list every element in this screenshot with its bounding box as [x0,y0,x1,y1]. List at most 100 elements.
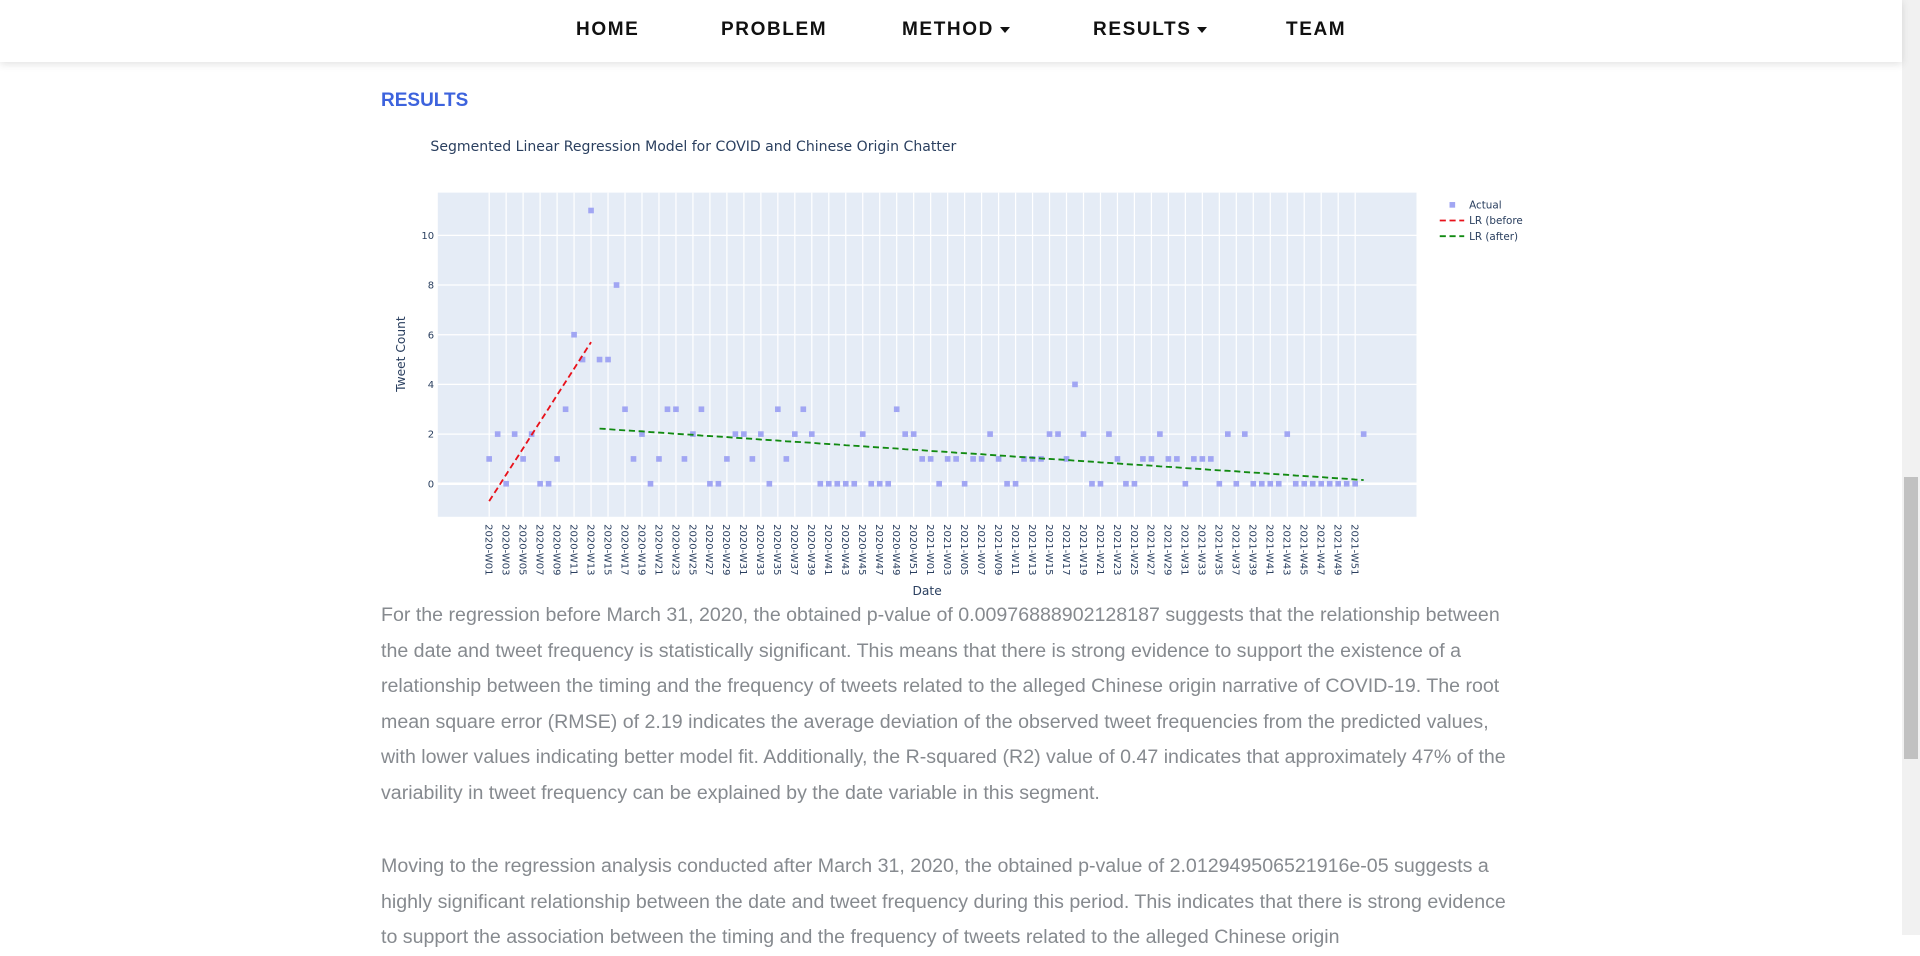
data-point [605,356,611,363]
nav-link[interactable]: METHOD [902,19,1010,41]
data-point [825,480,832,487]
data-point [1174,456,1180,462]
data-point [1199,456,1206,462]
y-tick-label: 8 [428,281,434,292]
x-tick-label: 2021-W37 [1230,524,1241,575]
data-point [970,456,976,462]
data-point [1309,480,1316,487]
data-point [1275,480,1282,487]
legend-marker [1449,202,1456,208]
x-tick-label: 2021-W05 [958,524,969,575]
data-point [944,456,951,462]
data-point [1267,480,1274,487]
y-tick-label: 4 [428,380,434,391]
data-point [613,282,620,288]
data-point [1335,480,1342,487]
y-tick-label: 0 [428,479,434,490]
x-tick-label: 2021-W33 [1196,524,1207,575]
data-point [1063,456,1070,462]
data-point [511,431,518,437]
x-tick-label: 2020-W07 [533,524,544,575]
nav-link[interactable]: RESULTS [1093,19,1208,41]
x-tick-label: 2020-W03 [499,524,510,575]
data-point [622,406,628,413]
x-tick-label: 2021-W41 [1264,524,1275,575]
data-point [868,480,875,487]
scrollbar-thumb[interactable] [1904,477,1918,759]
data-point [1148,456,1155,462]
x-tick-label: 2020-W37 [788,524,799,575]
x-tick-label: 2020-W19 [635,524,646,575]
data-point [1360,431,1367,437]
x-tick-label: 2020-W41 [822,524,833,575]
x-tick-label: 2021-W25 [1128,524,1139,575]
x-tick-label: 2020-W01 [483,524,494,575]
data-point [571,331,577,338]
data-point [1055,431,1061,437]
paragraph: Moving to the regression analysis conduc… [381,855,1506,948]
caret-icon [1197,26,1208,33]
x-tick-label: 2021-W49 [1332,524,1343,575]
data-point [724,456,730,462]
data-point [1182,480,1189,487]
x-tick-label: 2021-W23 [1111,524,1122,575]
x-tick-label: 2020-W43 [839,524,850,575]
data-point [936,480,942,487]
data-point [775,406,781,413]
x-tick-label: 2021-W11 [1009,524,1020,575]
x-tick-label: 2020-W29 [720,524,731,575]
y-axis-title: Tweet Count [394,316,408,393]
data-point [817,480,824,487]
data-point [851,480,858,487]
data-point [1012,480,1019,487]
x-tick-label: 2021-W03 [941,524,952,575]
data-point [639,431,645,437]
data-point [520,456,526,462]
x-tick-label: 2021-W27 [1145,524,1156,575]
data-point [715,480,722,487]
data-point [1233,480,1240,487]
data-point [673,406,679,413]
x-tick-label: 2020-W13 [584,524,595,575]
data-point [588,207,594,214]
x-tick-label: 2021-W29 [1162,524,1173,575]
data-point [1326,480,1333,487]
data-point [554,456,560,462]
data-point [741,431,747,437]
legend-label: Actual [1469,200,1502,212]
x-tick-label: 2020-W21 [652,524,663,575]
nav-link[interactable]: TEAM [1286,19,1347,40]
data-point [808,431,815,437]
data-point [681,456,688,462]
x-tick-label: 2020-W23 [669,524,680,575]
legend-label: LR (after) [1469,231,1518,243]
x-tick-label: 2021-W51 [1349,524,1360,575]
data-point [545,480,552,487]
nav-link[interactable]: PROBLEM [721,19,828,40]
data-point [842,480,849,487]
data-point [834,480,841,487]
nav-link[interactable]: HOME [576,19,640,40]
scrollbar[interactable] [1902,0,1920,935]
data-point [1216,480,1223,487]
data-point [902,431,909,437]
x-tick-label: 2020-W39 [805,524,816,575]
x-tick-label: 2021-W07 [975,524,986,575]
x-tick-label: 2020-W17 [618,524,629,575]
data-point [978,456,985,462]
x-tick-label: 2021-W13 [1026,524,1037,575]
data-point [1080,431,1087,437]
data-point [1241,431,1248,437]
x-tick-label: 2021-W09 [992,524,1003,575]
data-point [596,356,603,363]
data-point [1097,480,1104,487]
x-tick-label: 2020-W31 [737,524,748,575]
page-body: HOME PROBLEM METHOD RESULTS TEAM RESULTS… [381,0,1920,948]
data-point [927,456,934,462]
data-point [1208,456,1214,462]
data-point [579,356,586,363]
x-axis-title: Date [913,584,942,598]
data-point [1292,480,1299,487]
x-tick-label: 2021-W39 [1247,524,1258,575]
x-tick-label: 2020-W49 [890,524,901,575]
